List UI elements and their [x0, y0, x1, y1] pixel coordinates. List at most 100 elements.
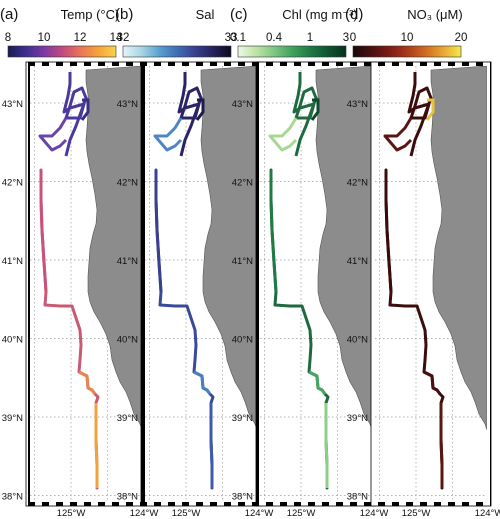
- panel-letter: (c): [230, 6, 248, 23]
- lat-label: 42°N: [232, 178, 253, 189]
- colorbar-title: NO₃ (μM): [407, 7, 462, 22]
- ship-track-nearshore: [310, 98, 320, 121]
- lat-label: 41°N: [232, 256, 253, 267]
- colorbar-tick: 10: [38, 32, 51, 44]
- ship-track-loop: [268, 117, 298, 152]
- ship-track-segment: [193, 370, 212, 395]
- lat-label: 42°N: [117, 178, 138, 189]
- panel-3: (c) Chl (mg m⁻³) 0.1 0.4 1 3 43°N 42°N 41°N 40°N 3…: [230, 6, 388, 519]
- ship-track-segment: [423, 370, 442, 395]
- frame-left: [371, 62, 375, 506]
- lat-label: 39°N: [2, 413, 23, 424]
- colorbar: [7, 45, 117, 58]
- ship-track-segment: [269, 170, 278, 293]
- frame-top: [260, 62, 372, 66]
- colorbar-title: Chl (mg m⁻³): [282, 7, 357, 22]
- colorbar-tick: 8: [5, 32, 11, 44]
- ship-track-loop: [38, 117, 68, 152]
- ship-track-segment: [324, 403, 329, 488]
- frame-top: [30, 62, 142, 66]
- lon-label: 125°W: [172, 508, 201, 519]
- ship-track-segment: [78, 370, 97, 395]
- lat-label: 39°N: [347, 413, 368, 424]
- frame-right: [487, 62, 491, 506]
- panel-letter: (b): [115, 6, 133, 23]
- ship-track-nearshore: [80, 98, 90, 121]
- lat-label: 40°N: [117, 335, 138, 346]
- ship-track-segment: [154, 170, 163, 293]
- lon-label: 124°W: [245, 508, 274, 519]
- lat-label: 40°N: [347, 335, 368, 346]
- ship-track-loop: [153, 117, 183, 152]
- colorbar-tick: 33: [225, 32, 238, 44]
- lon-label: 124°W: [360, 508, 389, 519]
- frame-outline: [370, 61, 492, 507]
- lat-label: 43°N: [347, 99, 368, 110]
- ship-track-loop: [383, 117, 413, 152]
- frame-bottom: [145, 502, 257, 506]
- lat-label: 43°N: [117, 99, 138, 110]
- lat-label: 38°N: [2, 492, 23, 503]
- frame-left: [141, 62, 145, 506]
- ship-track-segment: [384, 170, 393, 293]
- colorbar-tick: 20: [455, 32, 468, 44]
- colorbar-tick: 0.4: [266, 32, 283, 44]
- lat-label: 42°N: [347, 178, 368, 189]
- lat-label: 40°N: [232, 335, 253, 346]
- ship-track-segment: [39, 170, 48, 293]
- colorbar: [122, 45, 232, 58]
- lat-label: 41°N: [2, 256, 23, 267]
- colorbar-tick: 1: [307, 32, 313, 44]
- panel-letter: (d): [345, 6, 363, 23]
- frame-top: [375, 62, 487, 66]
- colorbar: [352, 45, 462, 58]
- colorbar-tick: 32: [117, 32, 130, 44]
- lon-label: 125°W: [287, 508, 316, 519]
- frame-bottom: [260, 502, 372, 506]
- lon-label: 125°W: [402, 508, 431, 519]
- lon-label: 125°W: [57, 508, 86, 519]
- frame-bottom: [30, 502, 142, 506]
- frame-left: [256, 62, 260, 506]
- lat-label: 39°N: [117, 413, 138, 424]
- colorbar-tick: 0: [350, 32, 356, 44]
- lat-label: 41°N: [347, 256, 368, 267]
- colorbar-tick: 14: [110, 32, 123, 44]
- frame-top: [145, 62, 257, 66]
- lon-label: 124°W: [130, 508, 159, 519]
- lat-label: 38°N: [347, 492, 368, 503]
- land: [430, 65, 488, 431]
- lat-label: 41°N: [117, 256, 138, 267]
- ship-track-nearshore: [195, 98, 205, 121]
- panel-4: (d) NO₃ (μM) 0 10 20 43°N 42°N 41°N 40°N 39°N 38°N…: [345, 6, 500, 519]
- colorbar-tick: 3: [343, 32, 349, 44]
- panel-1: (a) Temp (°C) 8 10 12 14 43°N 42°N 41°N 40°N 39°N 3…: [0, 6, 158, 519]
- lat-label: 38°N: [232, 492, 253, 503]
- lat-label: 42°N: [2, 178, 23, 189]
- lat-label: 39°N: [232, 413, 253, 424]
- lat-label: 40°N: [2, 335, 23, 346]
- ship-track-segment: [94, 403, 99, 488]
- land: [315, 65, 373, 431]
- colorbar-tick: 0.1: [230, 32, 246, 44]
- land: [200, 65, 258, 431]
- lon-label: 124°W: [475, 508, 500, 519]
- colorbar: [237, 45, 347, 58]
- colorbar-title: Sal: [196, 7, 215, 22]
- map-panels: (a) Temp (°C)8 10 12 1443°N42°N41°N40°N39°N3…: [0, 6, 500, 519]
- colorbar-tick: 10: [401, 32, 414, 44]
- ship-track-segment: [439, 403, 444, 488]
- ship-track-nearshore: [425, 98, 435, 121]
- ship-track-segment: [308, 370, 327, 395]
- frame-bottom: [375, 502, 487, 506]
- lat-label: 43°N: [2, 99, 23, 110]
- colorbar-title: Temp (°C): [61, 7, 120, 22]
- colorbar-tick: 12: [74, 32, 87, 44]
- panel-letter: (a): [0, 6, 18, 23]
- land: [85, 65, 143, 431]
- lat-label: 43°N: [232, 99, 253, 110]
- lat-label: 38°N: [117, 492, 138, 503]
- frame-left: [26, 62, 30, 506]
- ship-track-segment: [209, 403, 214, 488]
